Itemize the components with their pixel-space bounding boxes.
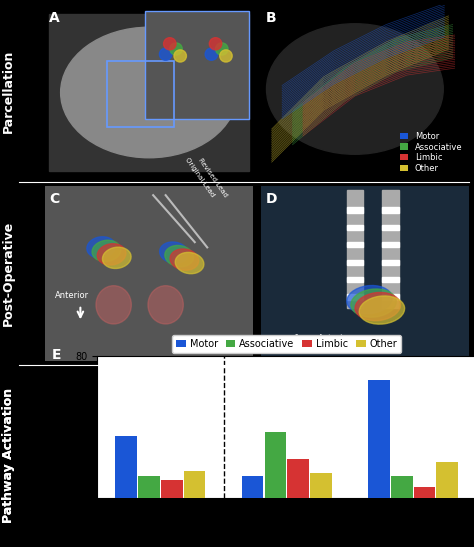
Text: Post-Operative: Post-Operative xyxy=(2,221,15,326)
Legend: Motor, Associative, Limbic, Other: Motor, Associative, Limbic, Other xyxy=(398,129,465,176)
Ellipse shape xyxy=(359,296,405,324)
Ellipse shape xyxy=(205,48,218,60)
Bar xyxy=(382,242,399,247)
Ellipse shape xyxy=(174,50,186,62)
Ellipse shape xyxy=(164,38,176,50)
Bar xyxy=(346,225,363,230)
Text: Right STN: Right STN xyxy=(326,523,374,533)
Bar xyxy=(382,260,399,265)
Bar xyxy=(138,476,160,498)
Text: Pathway Activation: Pathway Activation xyxy=(2,388,15,523)
Bar xyxy=(116,435,137,498)
Bar xyxy=(346,294,363,300)
Bar xyxy=(382,294,399,300)
Text: C+;12-  1.2 mA: C+;12- 1.2 mA xyxy=(381,540,445,547)
Bar xyxy=(346,260,363,265)
Bar xyxy=(346,207,363,213)
Bar xyxy=(346,190,363,309)
Ellipse shape xyxy=(210,38,222,50)
Bar xyxy=(346,242,363,247)
Text: Original Lead: Original Lead xyxy=(184,156,216,198)
Text: C+;12-(60%);
C+;13-(40% );
1 mA: C+;12-(60%); C+;13-(40% ); 1 mA xyxy=(257,540,317,547)
Ellipse shape xyxy=(346,286,392,314)
Ellipse shape xyxy=(61,27,237,158)
Text: Anterior: Anterior xyxy=(55,290,90,300)
Bar xyxy=(382,277,399,282)
Bar xyxy=(391,476,412,498)
Bar xyxy=(287,458,309,498)
Text: C: C xyxy=(49,191,59,206)
Bar xyxy=(382,207,399,213)
Ellipse shape xyxy=(102,247,131,269)
Ellipse shape xyxy=(165,246,193,267)
Bar xyxy=(414,487,435,498)
Ellipse shape xyxy=(97,244,126,265)
Bar xyxy=(368,381,390,498)
Ellipse shape xyxy=(170,43,182,55)
Text: D: D xyxy=(265,191,277,206)
Bar xyxy=(437,462,458,498)
Ellipse shape xyxy=(216,43,228,55)
Text: Parcellation: Parcellation xyxy=(2,49,15,133)
Text: A: A xyxy=(49,11,60,25)
Ellipse shape xyxy=(148,286,183,324)
Bar xyxy=(108,61,174,127)
Text: C+;4-  0.9 mA: C+;4- 0.9 mA xyxy=(131,540,190,547)
Bar xyxy=(264,432,286,498)
Legend: Motor, Associative, Limbic, Other: Motor, Associative, Limbic, Other xyxy=(173,335,401,353)
Ellipse shape xyxy=(351,289,396,317)
Text: Pathway Activation: Pathway Activation xyxy=(2,388,15,523)
Ellipse shape xyxy=(266,24,443,154)
Ellipse shape xyxy=(92,240,121,261)
Bar xyxy=(161,480,182,498)
Bar xyxy=(310,473,332,498)
Ellipse shape xyxy=(87,237,116,258)
Text: Revised Lead: Revised Lead xyxy=(197,157,228,198)
Ellipse shape xyxy=(220,50,232,62)
Bar xyxy=(184,471,205,498)
Ellipse shape xyxy=(355,293,401,321)
Bar xyxy=(382,190,399,309)
Bar xyxy=(145,11,249,119)
Text: E: E xyxy=(54,373,63,387)
Bar xyxy=(346,277,363,282)
Text: E: E xyxy=(52,348,61,363)
Text: Anterior: Anterior xyxy=(318,334,352,344)
Y-axis label: % Pathway Activation: % Pathway Activation xyxy=(60,374,70,480)
Ellipse shape xyxy=(96,286,131,324)
Ellipse shape xyxy=(159,48,172,60)
Ellipse shape xyxy=(175,252,204,274)
Bar xyxy=(382,225,399,230)
Text: B: B xyxy=(265,11,276,25)
Ellipse shape xyxy=(170,249,199,270)
Bar xyxy=(242,476,264,498)
Ellipse shape xyxy=(160,242,188,263)
